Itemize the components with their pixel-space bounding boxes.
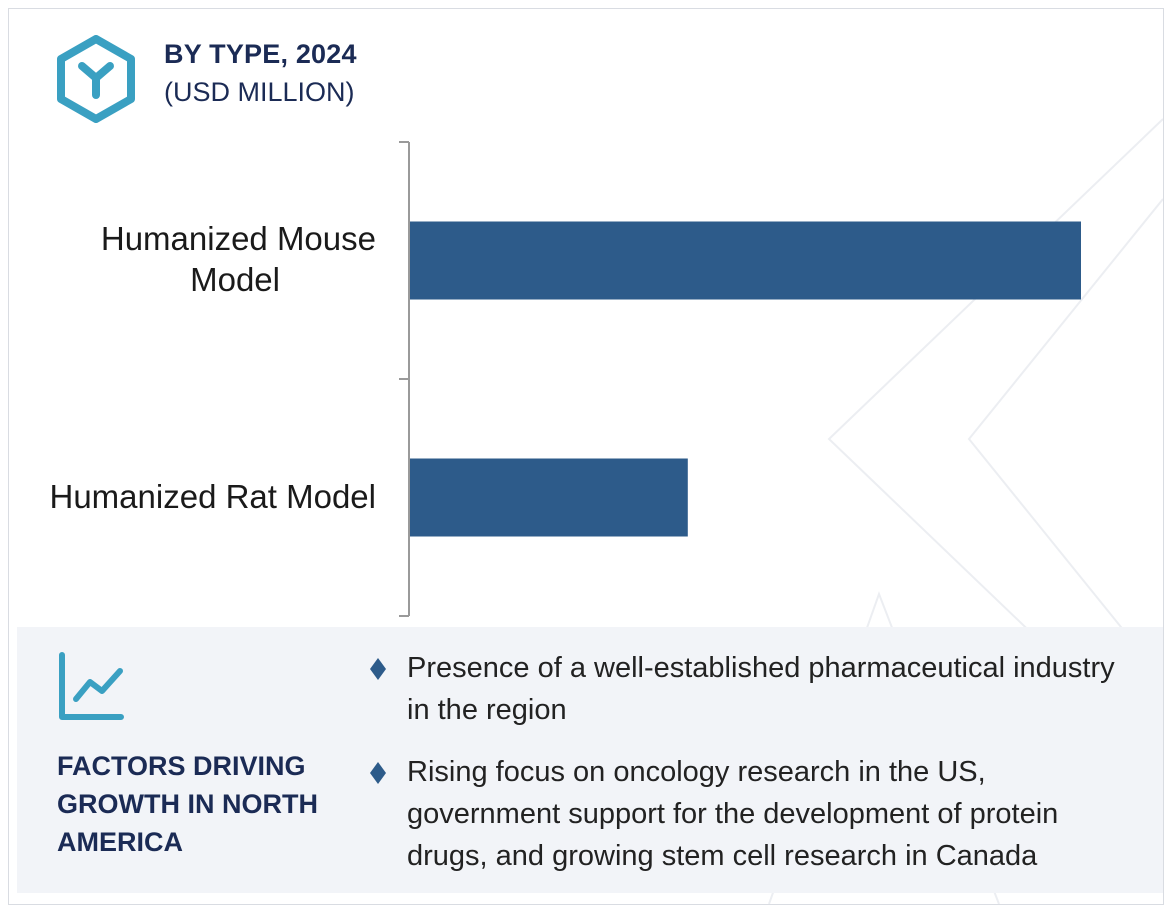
bar-humanized-rat-model: [410, 458, 688, 537]
list-item: Rising focus on oncology research in the…: [357, 751, 1127, 877]
infographic-card: BY TYPE, 2024 (USD MILLION) Humanized Mo…: [8, 8, 1164, 905]
y-axis: [399, 141, 410, 617]
factors-panel: FACTORS DRIVING GROWTH IN NORTH AMERICA …: [17, 627, 1163, 893]
bar-chart: [399, 141, 1081, 617]
deco-chevron-2: [967, 198, 1163, 680]
chart-title: BY TYPE, 2024: [164, 39, 357, 69]
diamond-bullet-icon: [370, 658, 386, 680]
category-label-line-2: Model: [190, 261, 280, 298]
bullet-text: Presence of a well-established pharmaceu…: [407, 652, 1115, 726]
list-item: Presence of a well-established pharmaceu…: [357, 647, 1127, 731]
factors-heading: FACTORS DRIVING GROWTH IN NORTH AMERICA: [57, 751, 318, 857]
cube-y-icon: [57, 35, 135, 123]
trend-chart-icon: [59, 652, 124, 720]
category-label-line-1: Humanized Mouse: [100, 220, 376, 257]
bullet-text: Rising focus on oncology research in the…: [407, 756, 1059, 872]
category-label-humanized-mouse-model: Humanized Mouse Model: [16, 218, 376, 300]
bar-humanized-mouse-model: [410, 221, 1081, 300]
chart-subtitle: (USD MILLION): [164, 77, 355, 107]
bar-series: [410, 221, 1081, 537]
diamond-bullet-icon: [370, 762, 386, 784]
factors-list: Presence of a well-established pharmaceu…: [357, 647, 1127, 897]
category-label-humanized-rat-model: Humanized Rat Model: [49, 478, 377, 515]
